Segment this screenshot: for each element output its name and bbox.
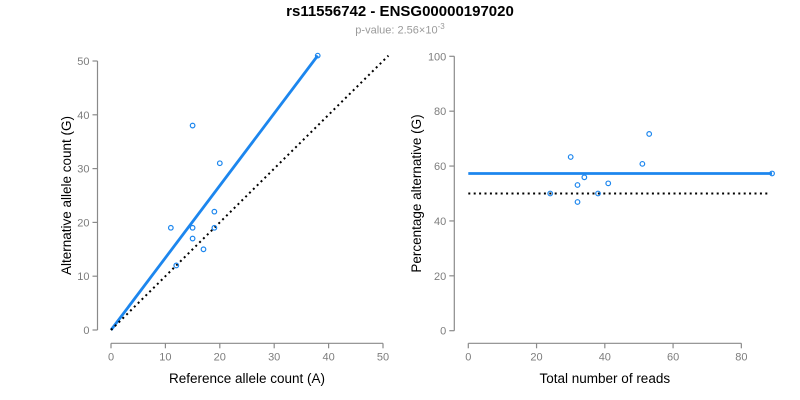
x-tick-label: 40 bbox=[322, 351, 334, 363]
data-point bbox=[595, 190, 601, 197]
data-point bbox=[314, 52, 321, 59]
y-tick-label: 10 bbox=[77, 271, 89, 283]
data-point bbox=[639, 160, 646, 167]
plot-title: rs11556742 - ENSG00000197020 bbox=[286, 3, 514, 20]
y-axis-title: Percentage alternative (G) bbox=[409, 114, 424, 272]
y-tick-label: 80 bbox=[434, 106, 446, 118]
data-point bbox=[581, 174, 588, 181]
data-point bbox=[646, 131, 653, 137]
data-point bbox=[574, 199, 581, 205]
y-tick-label: 0 bbox=[440, 326, 446, 338]
x-tick-label: 40 bbox=[599, 351, 611, 363]
data-point bbox=[189, 224, 196, 231]
data-point bbox=[605, 180, 612, 187]
y-tick-label: 20 bbox=[434, 271, 446, 283]
x-tick-label: 30 bbox=[268, 351, 280, 363]
x-tick-label: 10 bbox=[159, 351, 171, 363]
y-tick-label: 100 bbox=[428, 51, 446, 63]
y-tick-label: 40 bbox=[434, 216, 446, 228]
y-tick-label: 40 bbox=[77, 110, 89, 122]
x-tick-label: 50 bbox=[377, 351, 389, 363]
data-point bbox=[216, 160, 223, 167]
y-tick-label: 20 bbox=[77, 217, 89, 229]
y-axis-title: Alternative allele count (G) bbox=[59, 116, 74, 275]
data-point bbox=[189, 235, 196, 242]
x-tick-label: 0 bbox=[108, 351, 114, 363]
x-tick-label: 0 bbox=[465, 351, 471, 363]
data-point bbox=[769, 170, 775, 177]
data-point bbox=[200, 246, 207, 253]
x-tick-label: 80 bbox=[735, 351, 747, 363]
data-point bbox=[574, 182, 581, 188]
data-point bbox=[547, 190, 554, 197]
data-point bbox=[173, 262, 180, 269]
identity-line bbox=[110, 54, 390, 331]
y-tick-label: 0 bbox=[83, 325, 89, 337]
y-tick-label: 50 bbox=[77, 56, 89, 68]
data-point bbox=[189, 122, 196, 129]
data-point bbox=[211, 224, 218, 231]
x-tick-label: 20 bbox=[530, 351, 542, 363]
x-axis-title: Total number of reads bbox=[540, 371, 671, 386]
data-point bbox=[567, 154, 574, 160]
fit-line bbox=[109, 54, 319, 331]
y-tick-label: 60 bbox=[434, 161, 446, 173]
x-tick-label: 60 bbox=[667, 351, 679, 363]
pvalue-exponent: -3 bbox=[437, 22, 445, 31]
y-tick-label: 30 bbox=[77, 164, 89, 176]
data-point bbox=[211, 208, 218, 215]
x-tick-label: 20 bbox=[214, 351, 226, 363]
x-axis-title: Reference allele count (A) bbox=[169, 371, 325, 386]
pvalue-text: p-value: 2.56×10 bbox=[355, 24, 438, 37]
plot-subtitle: p-value: 2.56×10-3 bbox=[0, 22, 800, 37]
data-point bbox=[167, 224, 174, 231]
